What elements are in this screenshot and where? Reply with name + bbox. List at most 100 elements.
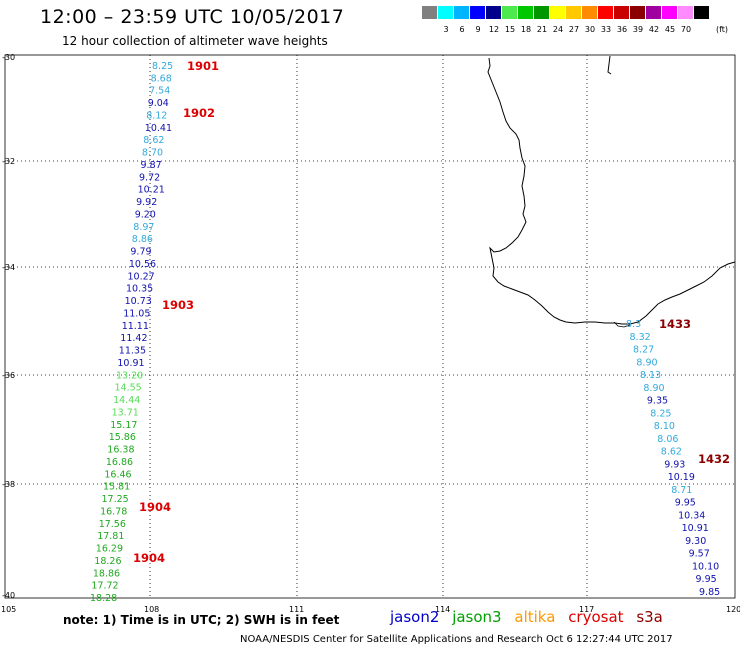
scale-swatch: [422, 6, 437, 19]
scale-label: 39: [632, 25, 644, 34]
wave-height-value: 10.91: [117, 358, 144, 369]
wave-height-value: 9.35: [647, 396, 668, 407]
wave-height-value: 13.20: [116, 370, 143, 381]
wave-height-value: 8.90: [643, 383, 664, 394]
wave-height-value: 8.62: [143, 135, 164, 146]
scale-swatch: [486, 6, 501, 19]
wave-height-value: 10.41: [145, 123, 172, 134]
wave-height-value: 9.92: [136, 197, 157, 208]
wave-height-value: 15.81: [103, 482, 130, 493]
time-tag-1902: 1902: [183, 106, 215, 120]
lon-tick-108: 108: [144, 605, 159, 614]
wave-height-value: 10.35: [126, 284, 153, 295]
wave-height-value: 9.87: [141, 160, 162, 171]
wave-height-value: 11.11: [122, 321, 149, 332]
lon-tick-labels: 105 108 111 114 117 120: [1, 605, 740, 614]
wave-height-value: 17.56: [99, 519, 126, 530]
footer-credit: NOAA/NESDIS Center for Satellite Applica…: [240, 634, 673, 645]
scale-swatch: [662, 6, 677, 19]
graticule: [5, 55, 735, 598]
color-scale-unit: (ft): [716, 25, 729, 34]
coastline: [487, 57, 736, 325]
wave-height-value: 8.10: [654, 421, 675, 432]
wave-height-value: 8.13: [640, 370, 661, 381]
scale-swatch: [582, 6, 597, 19]
scale-label: 30: [584, 25, 596, 34]
scale-label: 24: [552, 25, 564, 34]
wave-height-value: 10.10: [692, 562, 719, 573]
wave-height-value: 8.70: [142, 148, 163, 159]
sat-legend-cryosat: cryosat: [568, 608, 624, 626]
wave-height-value: 10.27: [128, 271, 155, 282]
scale-label: 70: [680, 25, 692, 34]
wave-height-value: 18.86: [93, 568, 120, 579]
scale-label: 45: [664, 25, 676, 34]
wave-height-value: 16.38: [107, 445, 134, 456]
wave-height-value: 8.25: [650, 408, 671, 419]
wave-height-value: 15.86: [109, 432, 136, 443]
scale-swatch: [646, 6, 661, 19]
scale-swatch: [694, 6, 709, 19]
wave-height-value: 8.71: [671, 485, 692, 496]
scale-swatch: [470, 6, 485, 19]
coastline-fragment: [607, 55, 612, 75]
wave-height-value: 18.26: [94, 556, 121, 567]
scale-swatch: [598, 6, 613, 19]
lat-tick-40: -40: [2, 591, 15, 600]
wave-height-value: 13.71: [112, 407, 139, 418]
sat-legend-s3a: s3a: [636, 608, 663, 626]
wave-height-value: 8.3: [626, 319, 641, 330]
scale-swatch: [534, 6, 549, 19]
scale-label: 9: [475, 25, 481, 34]
wave-height-value: 8.32: [630, 332, 651, 343]
wave-height-value: 8.86: [132, 234, 153, 245]
units-note: note: 1) Time is in UTC; 2) SWH is in fe…: [63, 613, 340, 627]
wave-height-value: 7.54: [149, 86, 170, 97]
wave-height-value: 9.93: [664, 459, 685, 470]
lon-tick-117: 117: [579, 605, 594, 614]
scale-label: 33: [600, 25, 612, 34]
wave-height-value: 8.90: [636, 357, 657, 368]
wave-height-value: 18.28: [90, 593, 117, 604]
wave-height-value: 9.30: [685, 536, 706, 547]
altimeter-track-east: 8.38.328.278.908.138.909.358.258.108.068…: [626, 319, 720, 598]
scale-label: 27: [568, 25, 580, 34]
scale-label: 15: [504, 25, 516, 34]
scale-label: 42: [648, 25, 660, 34]
lat-tick-38: -38: [2, 480, 15, 489]
wave-height-value: 8.27: [633, 345, 654, 356]
lat-tick-36: -36: [2, 371, 15, 380]
wave-height-value: 9.57: [689, 549, 710, 560]
wave-height-value: 9.72: [139, 172, 160, 183]
wave-height-value: 16.78: [100, 506, 127, 517]
wave-height-value: 9.85: [699, 587, 720, 598]
scale-swatch: [566, 6, 581, 19]
scale-swatch: [630, 6, 645, 19]
time-tag-1904-b: 1904: [133, 551, 165, 565]
map-frame: [4, 54, 736, 599]
wave-height-value: 10.73: [125, 296, 152, 307]
wave-height-value: 10.34: [678, 510, 705, 521]
lat-tick-32: -32: [2, 157, 15, 166]
scale-label: 21: [536, 25, 548, 34]
wave-height-value: 9.04: [148, 98, 169, 109]
wave-height-value: 16.29: [96, 544, 123, 555]
wave-height-value: 10.91: [682, 523, 709, 534]
wave-height-value: 10.21: [138, 185, 165, 196]
coastline-fragment-2: [613, 321, 631, 328]
wave-height-value: 10.19: [668, 472, 695, 483]
time-tag-1904-a: 1904: [139, 500, 171, 514]
wave-height-value: 14.55: [115, 383, 142, 394]
wave-height-value: 15.17: [110, 420, 137, 431]
wave-height-value: 9.79: [130, 247, 151, 258]
scale-label: 36: [616, 25, 628, 34]
wave-height-value: 8.68: [151, 73, 172, 84]
map-subtitle: 12 hour collection of altimeter wave hei…: [62, 34, 328, 48]
lon-tick-111: 111: [289, 605, 304, 614]
wave-height-value: 14.44: [113, 395, 140, 406]
scale-swatch: [614, 6, 629, 19]
scale-swatch: [502, 6, 517, 19]
sat-legend-jason2: jason2: [390, 608, 440, 626]
scale-swatch: [678, 6, 693, 19]
